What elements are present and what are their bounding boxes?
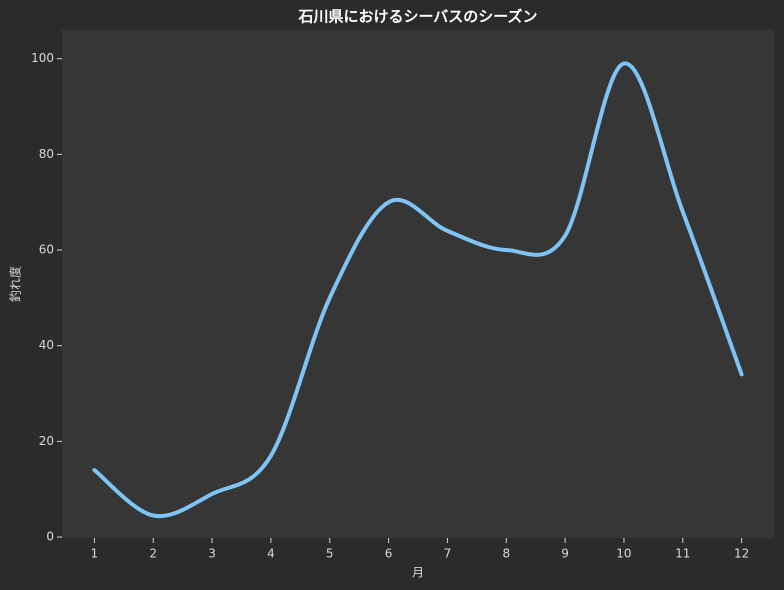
x-tick-label: 2 bbox=[149, 547, 157, 561]
x-tick-label: 4 bbox=[267, 547, 275, 561]
y-tick-label: 100 bbox=[31, 51, 54, 65]
x-tick-label: 3 bbox=[208, 547, 216, 561]
x-tick-label: 11 bbox=[675, 547, 690, 561]
y-tick-label: 0 bbox=[46, 530, 54, 544]
line bbox=[92, 61, 744, 519]
x-tick-label: 8 bbox=[502, 547, 510, 561]
x-tick-label: 1 bbox=[91, 547, 99, 561]
y-tick-label: 40 bbox=[39, 338, 54, 352]
plot-area bbox=[62, 30, 774, 538]
x-tick-label: 5 bbox=[326, 547, 334, 561]
y-tick-label: 60 bbox=[39, 243, 54, 257]
x-tick-label: 7 bbox=[444, 547, 452, 561]
y-axis-label: 釣れ度 bbox=[8, 266, 23, 302]
y-tick-label: 80 bbox=[39, 147, 54, 161]
x-tick-label: 9 bbox=[561, 547, 569, 561]
x-tick-label: 12 bbox=[734, 547, 749, 561]
x-axis-label: 月 bbox=[412, 566, 424, 580]
x-tick-label: 10 bbox=[616, 547, 631, 561]
chart-title: 石川県におけるシーバスのシーズン bbox=[297, 8, 537, 26]
x-tick-label: 6 bbox=[385, 547, 393, 561]
y-tick-label: 20 bbox=[39, 434, 54, 448]
